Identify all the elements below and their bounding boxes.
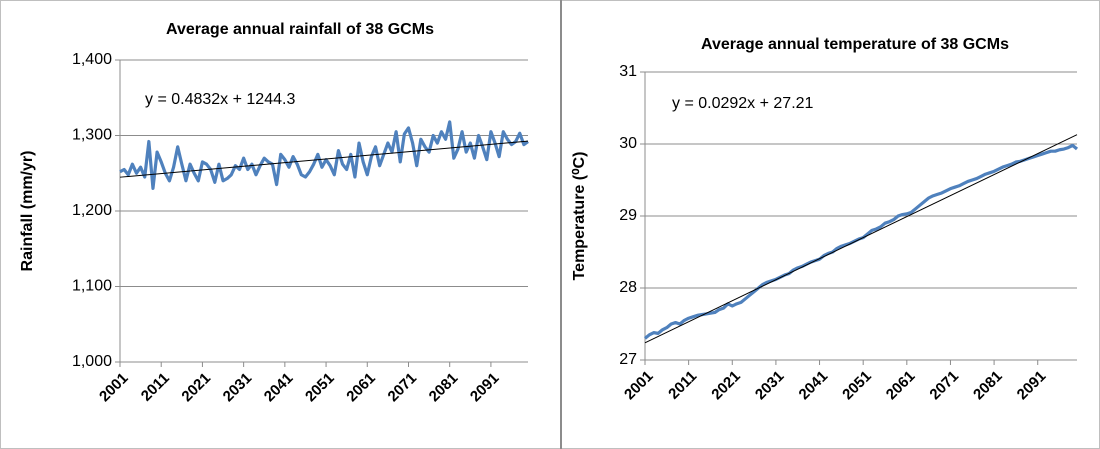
x-tick-label: 2031 <box>752 368 788 404</box>
x-tick-label: 2011 <box>665 368 700 403</box>
trendline-equation: y = 0.4832x + 1244.3 <box>145 91 295 108</box>
x-tick-label: 2061 <box>343 370 379 406</box>
y-tick-label: 30 <box>619 135 637 152</box>
chart-title: Average annual rainfall of 38 GCMs <box>166 21 434 38</box>
trendline-equation: y = 0.0292x + 27.21 <box>672 95 814 112</box>
y-tick-label: 1,200 <box>72 202 112 219</box>
x-tick-label: 2001 <box>96 370 132 406</box>
y-tick-label: 27 <box>619 351 637 368</box>
x-tick-label: 2041 <box>261 370 297 406</box>
x-tick-label: 2081 <box>970 368 1006 404</box>
y-tick-label: 1,000 <box>72 353 112 370</box>
x-tick-label: 2051 <box>302 370 338 406</box>
chart-title: Average annual temperature of 38 GCMs <box>701 36 1009 53</box>
x-tick-label: 2091 <box>1014 368 1050 404</box>
x-tick-label: 2051 <box>839 368 875 404</box>
y-tick-label: 29 <box>619 207 637 224</box>
data-line <box>119 120 529 190</box>
x-tick-label: 2031 <box>220 370 256 406</box>
x-tick-label: 2071 <box>384 370 420 406</box>
y-axis-label: Rainfall (mm/yr) <box>19 151 36 272</box>
x-tick-label: 2001 <box>621 368 657 404</box>
x-tick-label: 2011 <box>138 370 173 405</box>
data-line <box>643 143 1079 340</box>
x-tick-label: 2081 <box>426 370 462 406</box>
trendline <box>644 134 1078 344</box>
x-tick-label: 2091 <box>467 370 503 406</box>
x-tick-label: 2061 <box>883 368 919 404</box>
y-tick-label: 31 <box>619 63 637 80</box>
x-tick-label: 2071 <box>926 368 962 404</box>
x-tick-label: 2021 <box>178 370 214 406</box>
y-tick-label: 1,100 <box>72 278 112 295</box>
y-axis-label: Temperature (⁰C) <box>571 152 588 281</box>
y-tick-label: 1,400 <box>72 51 112 68</box>
x-tick-label: 2021 <box>708 368 744 404</box>
trendline <box>119 140 529 178</box>
x-tick-label: 2041 <box>796 368 832 404</box>
y-tick-label: 1,300 <box>72 127 112 144</box>
y-tick-label: 28 <box>619 279 637 296</box>
